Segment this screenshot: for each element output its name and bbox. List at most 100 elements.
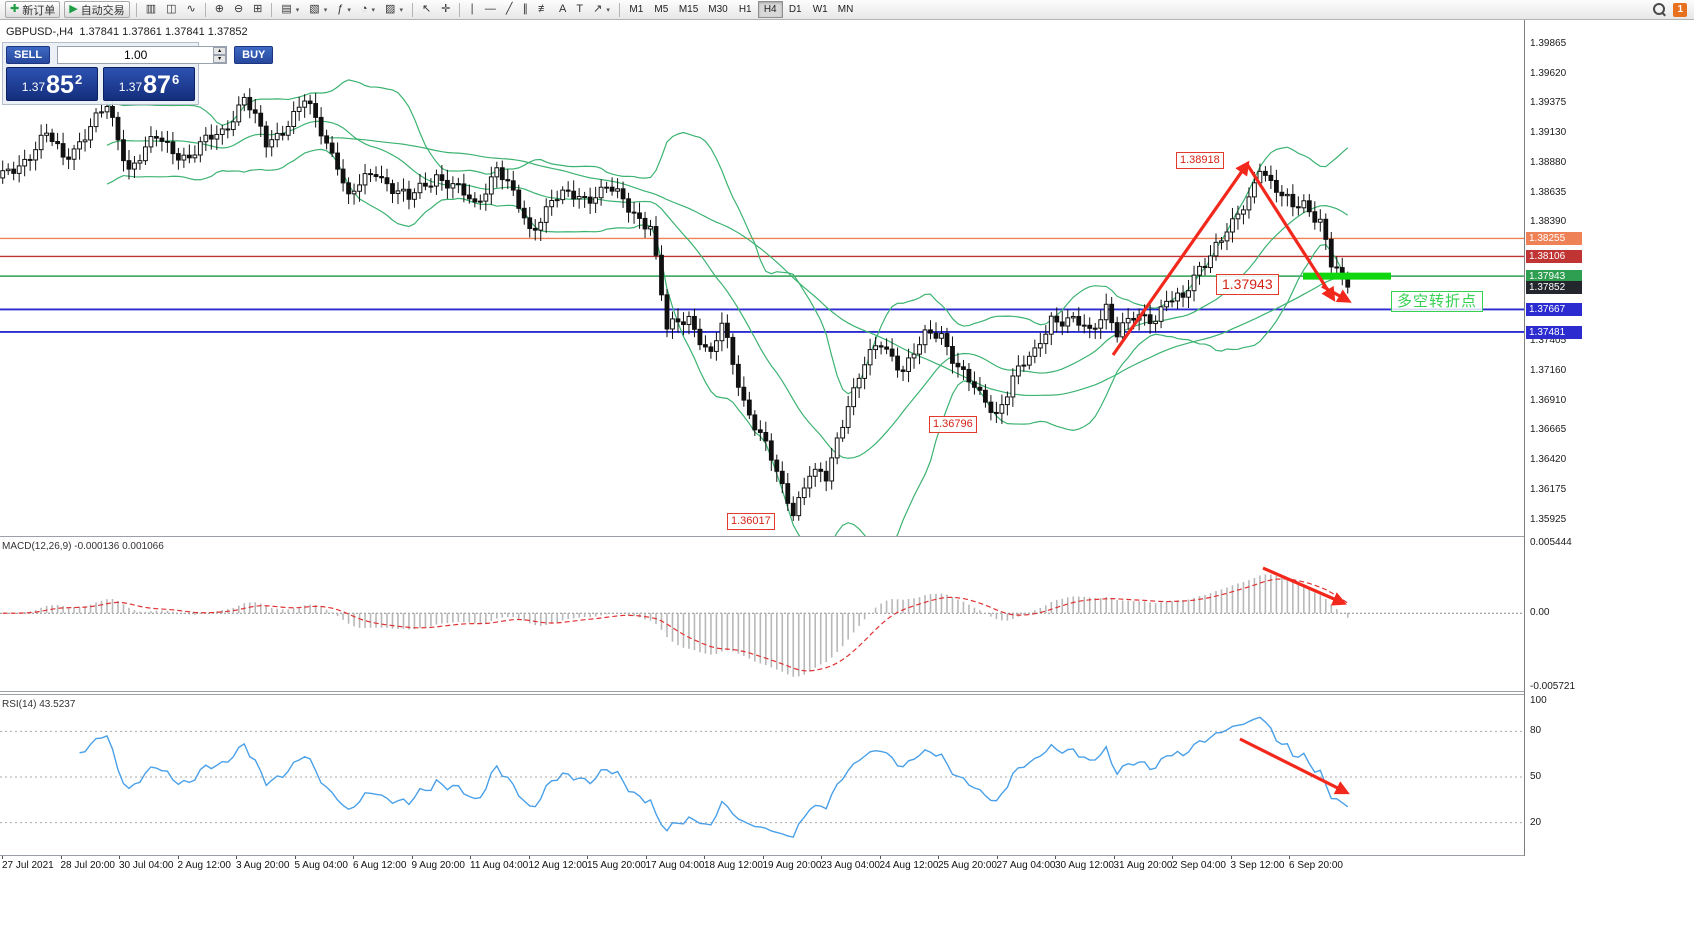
time-axis-label: 9 Aug 20:00 <box>411 860 465 871</box>
new-order-icon: ✚ <box>10 3 20 15</box>
horizontal-line-button[interactable]: ― <box>480 1 501 18</box>
timeframe-h1-button[interactable]: H1 <box>733 1 758 18</box>
panel-separator[interactable] <box>0 536 1694 537</box>
time-axis-tick-mark <box>1113 856 1115 859</box>
line-chart-button[interactable]: ∿ <box>182 1 201 18</box>
vertical-line-button[interactable]: ∣ <box>464 1 480 18</box>
candlestick-chart-icon: ◫ <box>166 3 177 15</box>
time-axis-tick-mark <box>2 856 3 859</box>
profiles-button[interactable]: ▧ ▾ <box>304 1 332 18</box>
time-axis-tick-mark <box>177 856 179 859</box>
text-label-button[interactable]: T <box>571 1 588 18</box>
panel-separator[interactable] <box>0 691 1694 692</box>
price-annotation-137943[interactable]: 1.37943 <box>1216 273 1279 295</box>
arrows-icon: ↗ <box>593 3 603 15</box>
price-axis-tick: 1.35925 <box>1530 513 1567 525</box>
toolbar-separator <box>204 2 206 17</box>
price-annotation-136017[interactable]: 1.36017 <box>727 513 775 531</box>
toolbar-right-group: 1 <box>1653 2 1691 17</box>
line-chart-icon: ∿ <box>186 3 196 15</box>
volume-increase-button[interactable]: ▴ <box>213 47 227 55</box>
timeframe-m15-button[interactable]: M15 <box>674 1 703 18</box>
cursor-button[interactable]: ↖ <box>417 1 436 18</box>
price-axis-tick: 1.39865 <box>1530 38 1567 49</box>
toolbar-separator <box>618 2 620 17</box>
tile-windows-button[interactable]: ⊞ <box>248 1 267 18</box>
panel-separator[interactable] <box>0 694 1694 695</box>
profiles-icon: ▧ <box>309 3 320 15</box>
rsi-panel[interactable]: RSI(14) 43.5237 <box>0 695 1524 855</box>
time-axis-label: 6 Aug 12:00 <box>353 860 407 871</box>
volume-input[interactable] <box>58 47 214 63</box>
sell-price-big: 85 <box>46 71 74 99</box>
buy-button[interactable]: BUY <box>234 46 274 64</box>
fibonacci-button[interactable]: ≢ <box>533 1 554 18</box>
time-axis-label: 5 Aug 04:00 <box>294 860 348 871</box>
crosshair-button[interactable]: ✛ <box>436 1 455 18</box>
dropdown-caret-icon: ▾ <box>606 6 610 14</box>
candlestick-chart-button[interactable]: ◫ <box>161 1 181 18</box>
timeframe-mn-button[interactable]: MN <box>833 1 859 18</box>
turning-point-note[interactable]: 多空转折点 <box>1391 291 1484 313</box>
price-annotation-136796[interactable]: 1.36796 <box>929 416 977 434</box>
price-axis-tick: 1.36175 <box>1530 483 1567 495</box>
dropdown-caret-icon: ▾ <box>347 6 351 14</box>
timeframe-m5-button[interactable]: M5 <box>649 1 674 18</box>
fibonacci-icon: ≢ <box>538 3 550 15</box>
bar-chart-button[interactable]: ▥ <box>141 1 161 18</box>
time-axis-label: 17 Aug 04:00 <box>645 860 705 871</box>
macd-panel[interactable]: MACD(12,26,9) -0.000136 0.001066 <box>0 537 1524 691</box>
time-axis-label: 6 Sep 20:00 <box>1289 860 1343 871</box>
time-axis-label: 28 Jul 20:00 <box>60 860 116 871</box>
timeframe-h4-button[interactable]: H4 <box>757 1 783 18</box>
time-axis-label: 18 Aug 12:00 <box>704 860 763 871</box>
price-line-badge: 1.38106 <box>1526 250 1582 264</box>
volume-decrease-button[interactable]: ▾ <box>213 55 227 63</box>
zoom-in-button[interactable]: ⊕ <box>210 1 229 18</box>
timeframe-w1-button[interactable]: W1 <box>808 1 833 18</box>
periods-button[interactable]: ◔ ▾ <box>356 1 380 18</box>
indicators-icon: ƒ <box>337 3 344 15</box>
new-order-button[interactable]: ✚ 新订单 <box>5 1 61 18</box>
price-chart-panel[interactable]: GBPUSD-,H4 1.37841 1.37861 1.37841 1.378… <box>0 20 1524 536</box>
time-axis-label: 2 Sep 04:00 <box>1172 860 1226 871</box>
buy-price-display[interactable]: 1.37 87 6 <box>103 67 195 101</box>
search-icon[interactable] <box>1653 3 1666 16</box>
text-button[interactable]: A <box>554 1 571 18</box>
time-axis-label: 23 Aug 04:00 <box>821 860 880 871</box>
rsi-axis-tick: 80 <box>1530 725 1542 737</box>
zoom-out-button[interactable]: ⊖ <box>229 1 248 18</box>
time-axis-label: 3 Sep 12:00 <box>1230 860 1285 871</box>
time-axis-label: 2 Aug 12:00 <box>177 860 231 871</box>
rsi-axis-tick: 100 <box>1530 695 1547 706</box>
arrows-button[interactable]: ↗ ▾ <box>588 1 615 18</box>
indicators-button[interactable]: ƒ ▾ <box>332 1 356 18</box>
timeframe-d1-button[interactable]: D1 <box>783 1 808 18</box>
sell-button[interactable]: SELL <box>6 46 51 64</box>
macd-canvas <box>0 566 1524 677</box>
time-axis-label: 31 Aug 20:00 <box>1113 860 1173 871</box>
time-axis-label: 15 Aug 20:00 <box>587 860 646 871</box>
time-axis-tick-mark <box>353 856 354 859</box>
channel-button[interactable]: ∥ <box>518 1 534 18</box>
price-line-badge: 1.37667 <box>1526 303 1582 317</box>
time-axis-label: 25 Aug 20:00 <box>938 860 997 871</box>
dropdown-caret-icon: ▾ <box>295 6 300 14</box>
trendline-button[interactable]: ╱ <box>501 1 518 18</box>
trade-widget-prices: 1.37 85 2 1.37 87 6 <box>6 67 195 101</box>
time-axis-tick-mark <box>470 856 471 859</box>
notification-badge[interactable]: 1 <box>1673 2 1687 17</box>
sell-price-display[interactable]: 1.37 85 2 <box>6 67 98 101</box>
time-axis-tick-mark <box>1055 856 1056 859</box>
new-chart-button[interactable]: ▤ ▾ <box>276 1 304 18</box>
timeframe-m30-button[interactable]: M30 <box>703 1 732 18</box>
sell-price-sup: 2 <box>74 72 83 87</box>
time-axis[interactable]: 27 Jul 2021 28 Jul 20:00 30 Jul 04:00 2 Aug… <box>0 856 1524 876</box>
timeframe-m1-button[interactable]: M1 <box>624 1 649 18</box>
price-annotation-138918[interactable]: 1.38918 <box>1176 151 1224 169</box>
autotrading-button-label: 自动交易 <box>80 4 125 17</box>
toolbar-separator <box>135 2 137 17</box>
templates-button[interactable]: ▨ ▾ <box>380 1 408 18</box>
autotrading-button[interactable]: ▶ 自动交易 <box>64 1 130 18</box>
